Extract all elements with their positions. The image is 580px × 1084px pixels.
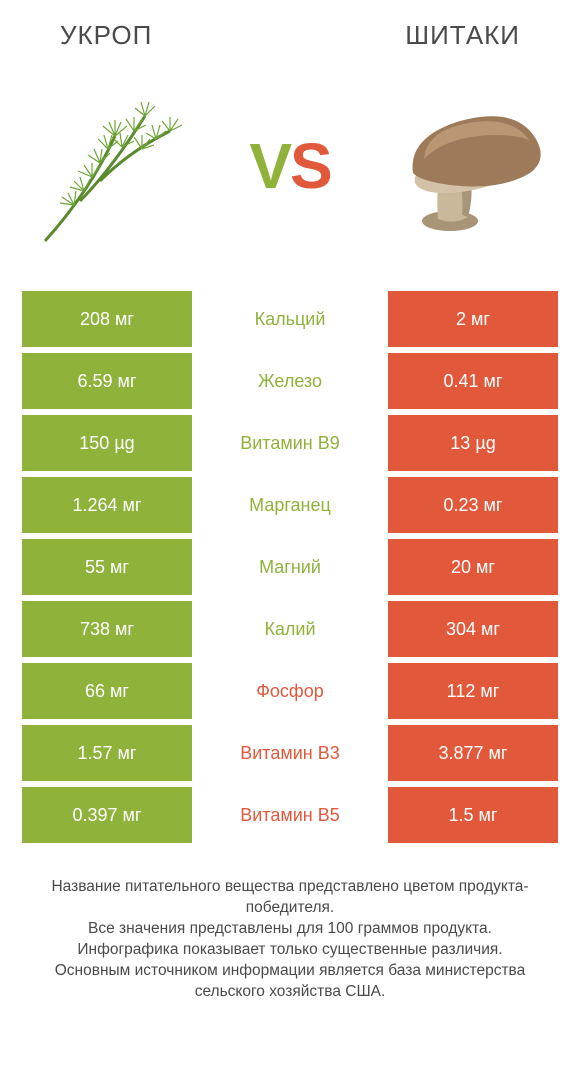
nutrient-label: Железо xyxy=(192,353,388,409)
left-product-title: УКРОП xyxy=(60,20,152,51)
table-row: 1.264 мгМарганец0.23 мг xyxy=(22,477,558,533)
footer-line: Основным источником информации является … xyxy=(36,961,544,1003)
left-value-cell: 738 мг xyxy=(22,601,192,657)
right-value-cell: 3.877 мг xyxy=(388,725,558,781)
vs-label: VS xyxy=(249,129,330,203)
nutrient-label: Фосфор xyxy=(192,663,388,719)
right-value-cell: 20 мг xyxy=(388,539,558,595)
footer-line: Инфографика показывает только существенн… xyxy=(36,940,544,961)
nutrient-label: Калий xyxy=(192,601,388,657)
left-value-cell: 1.57 мг xyxy=(22,725,192,781)
left-value-cell: 6.59 мг xyxy=(22,353,192,409)
right-value-cell: 0.23 мг xyxy=(388,477,558,533)
table-row: 0.397 мгВитамин B51.5 мг xyxy=(22,787,558,843)
right-value-cell: 0.41 мг xyxy=(388,353,558,409)
shiitake-illustration xyxy=(380,81,550,251)
right-value-cell: 2 мг xyxy=(388,291,558,347)
dill-illustration xyxy=(30,81,200,251)
left-value-cell: 1.264 мг xyxy=(22,477,192,533)
left-value-cell: 150 µg xyxy=(22,415,192,471)
nutrient-comparison-table: 208 мгКальций2 мг 6.59 мгЖелезо0.41 мг 150… xyxy=(22,291,558,843)
left-value-cell: 208 мг xyxy=(22,291,192,347)
nutrient-label: Витамин B9 xyxy=(192,415,388,471)
right-value-cell: 1.5 мг xyxy=(388,787,558,843)
footer-line: Название питательного вещества представл… xyxy=(36,877,544,919)
nutrient-label: Витамин B3 xyxy=(192,725,388,781)
table-row: 150 µgВитамин B913 µg xyxy=(22,415,558,471)
header: УКРОП ШИТАКИ xyxy=(0,0,580,61)
table-row: 1.57 мгВитамин B33.877 мг xyxy=(22,725,558,781)
footer-line: Все значения представлены для 100 граммо… xyxy=(36,919,544,940)
nutrient-label: Кальций xyxy=(192,291,388,347)
right-product-title: ШИТАКИ xyxy=(405,20,520,51)
table-row: 208 мгКальций2 мг xyxy=(22,291,558,347)
left-value-cell: 55 мг xyxy=(22,539,192,595)
right-value-cell: 13 µg xyxy=(388,415,558,471)
table-row: 55 мгМагний20 мг xyxy=(22,539,558,595)
vs-v: V xyxy=(249,130,290,202)
footer-notes: Название питательного вещества представл… xyxy=(0,877,580,1003)
nutrient-label: Магний xyxy=(192,539,388,595)
table-row: 66 мгФосфор112 мг xyxy=(22,663,558,719)
left-value-cell: 66 мг xyxy=(22,663,192,719)
left-value-cell: 0.397 мг xyxy=(22,787,192,843)
right-value-cell: 304 мг xyxy=(388,601,558,657)
nutrient-label: Витамин B5 xyxy=(192,787,388,843)
right-value-cell: 112 мг xyxy=(388,663,558,719)
vs-s: S xyxy=(290,130,331,202)
table-row: 6.59 мгЖелезо0.41 мг xyxy=(22,353,558,409)
nutrient-label: Марганец xyxy=(192,477,388,533)
table-row: 738 мгКалий304 мг xyxy=(22,601,558,657)
hero-row: VS xyxy=(0,61,580,291)
